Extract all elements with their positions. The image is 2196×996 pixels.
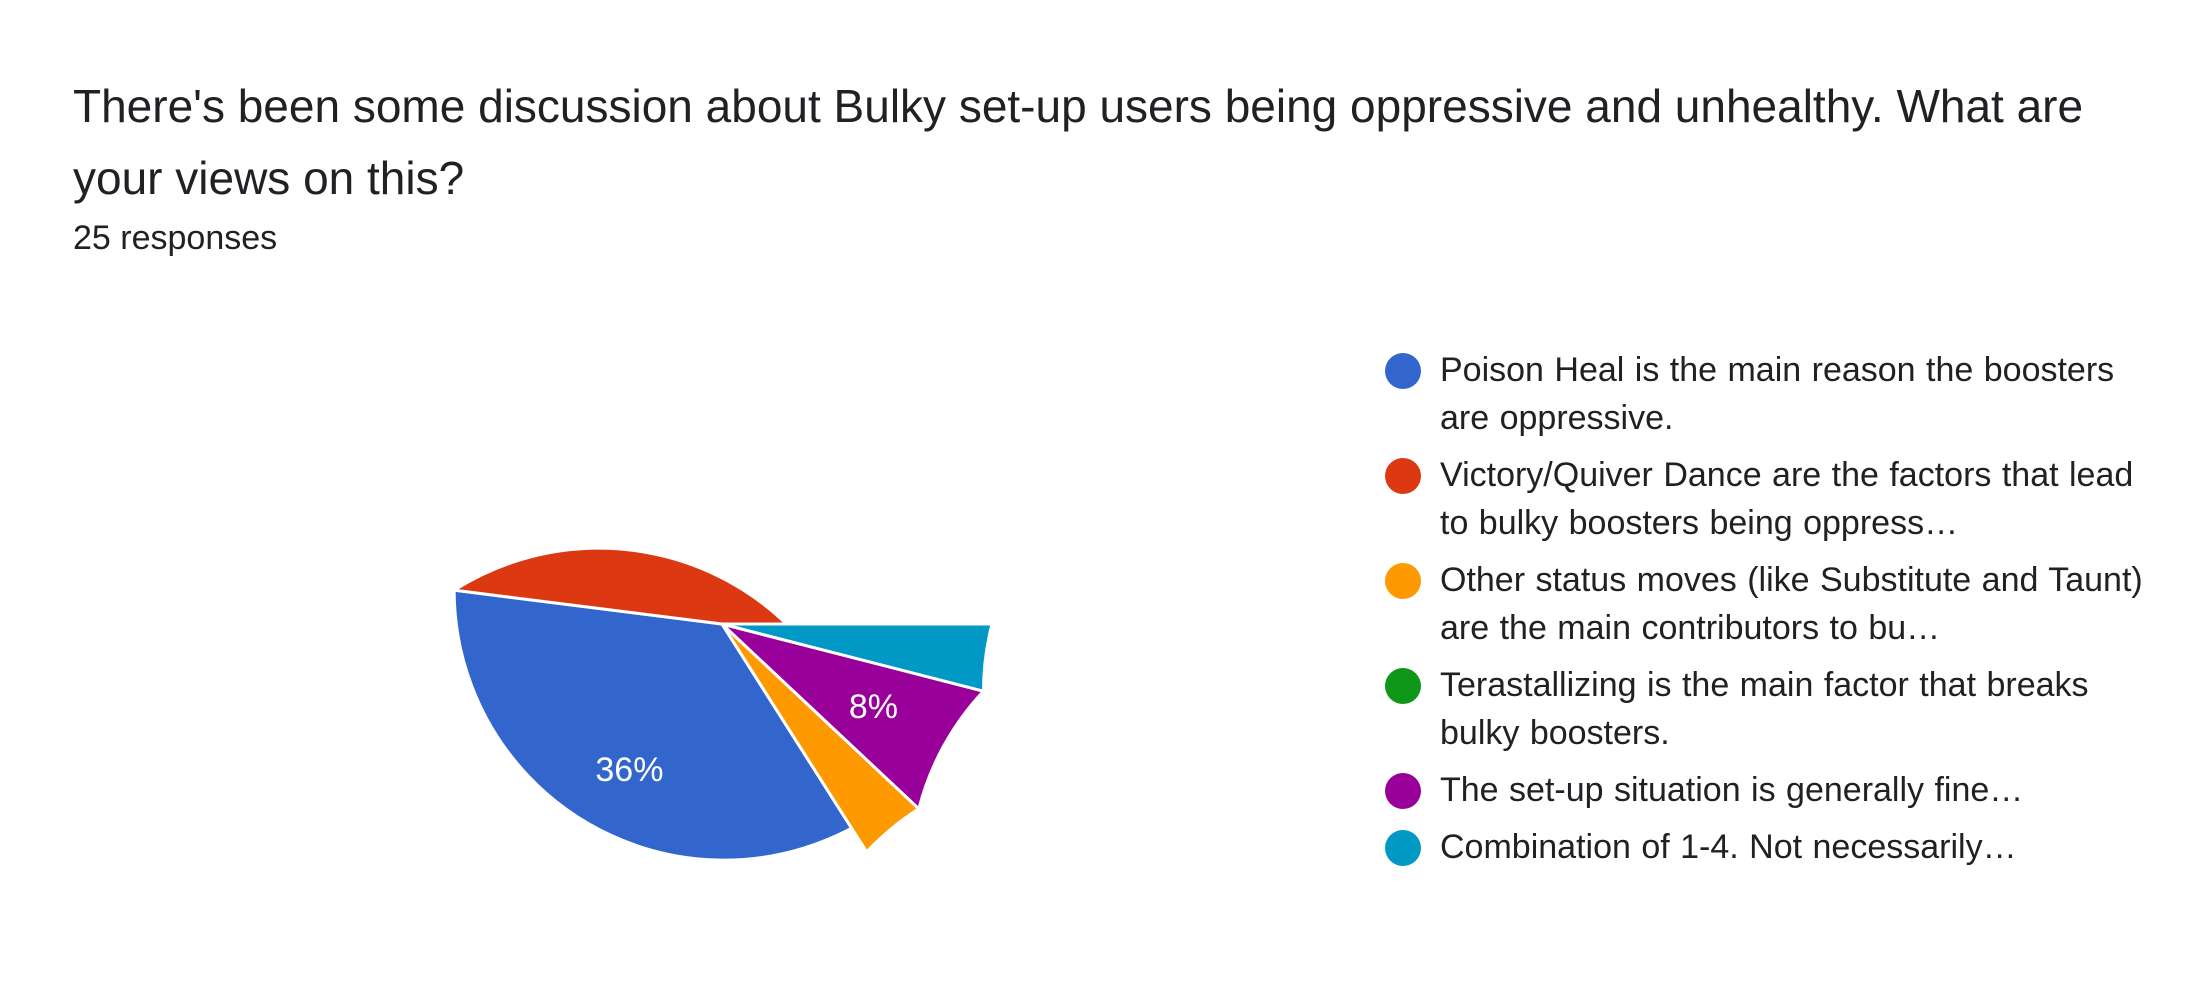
legend-label: Terastallizing is the main factor that b… xyxy=(1440,666,2089,752)
legend-swatch-icon xyxy=(1385,563,1421,599)
legend-swatch-icon xyxy=(1385,830,1421,866)
pie-slice-label-4: 8% xyxy=(849,688,898,726)
pie-chart-svg: 48% 36% 8% xyxy=(449,433,994,862)
legend-item-1[interactable]: Victory/Quiver Dance are the factors tha… xyxy=(1385,451,2145,547)
legend-item-0[interactable]: Poison Heal is the main reason the boost… xyxy=(1385,346,2145,442)
legend-swatch-icon xyxy=(1385,668,1421,704)
legend-label: Poison Heal is the main reason the boost… xyxy=(1440,351,2115,437)
legend-swatch-icon xyxy=(1385,353,1421,389)
chart-legend: Poison Heal is the main reason the boost… xyxy=(1385,346,2145,880)
legend-item-5[interactable]: Combination of 1-4. Not necessarily… xyxy=(1385,823,2145,871)
pie-slice-4[interactable] xyxy=(720,622,987,812)
legend-item-4[interactable]: The set-up situation is generally fine… xyxy=(1385,766,2145,814)
legend-label: The set-up situation is generally fine… xyxy=(1440,771,2024,809)
legend-item-3[interactable]: Terastallizing is the main factor that b… xyxy=(1385,661,2145,757)
question-title: There's been some discussion about Bulky… xyxy=(73,80,2084,204)
legend-label: Victory/Quiver Dance are the factors tha… xyxy=(1440,456,2134,542)
pie-slice-5[interactable] xyxy=(721,622,994,694)
legend-item-2[interactable]: Other status moves (like Substitute and … xyxy=(1385,556,2145,652)
legend-label: Other status moves (like Substitute and … xyxy=(1440,561,2143,647)
pie-chart: 48% 36% 8% xyxy=(400,330,1050,920)
pie-slice-label-0: 48% xyxy=(699,433,767,471)
legend-swatch-icon xyxy=(1385,458,1421,494)
response-count: 25 responses xyxy=(73,219,278,257)
legend-swatch-icon xyxy=(1385,773,1421,809)
pie-slice-label-1: 36% xyxy=(595,751,663,789)
legend-label: Combination of 1-4. Not necessarily… xyxy=(1440,828,2017,866)
